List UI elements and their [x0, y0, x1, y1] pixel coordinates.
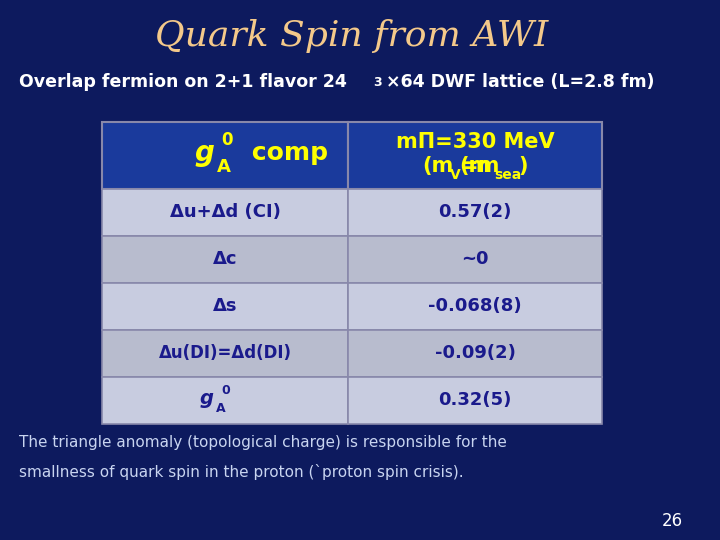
FancyBboxPatch shape — [348, 189, 602, 236]
FancyBboxPatch shape — [348, 377, 602, 424]
FancyBboxPatch shape — [348, 283, 602, 330]
Text: ): ) — [518, 156, 528, 176]
Text: 0: 0 — [222, 131, 233, 149]
Text: (m: (m — [422, 156, 454, 176]
Text: Overlap fermion on 2+1 flavor 24: Overlap fermion on 2+1 flavor 24 — [19, 73, 347, 91]
Text: comp: comp — [243, 140, 328, 165]
Text: sea: sea — [495, 168, 522, 181]
Text: g: g — [200, 389, 214, 408]
FancyBboxPatch shape — [348, 122, 602, 189]
Text: Δu+Δd (CI): Δu+Δd (CI) — [170, 204, 281, 221]
Text: A: A — [216, 402, 225, 415]
FancyBboxPatch shape — [102, 330, 348, 377]
Text: =m: =m — [461, 156, 500, 176]
FancyBboxPatch shape — [102, 189, 348, 236]
Text: Δc: Δc — [213, 251, 238, 268]
Text: g: g — [194, 139, 215, 166]
Text: -0.068(8): -0.068(8) — [428, 298, 522, 315]
Text: Δs: Δs — [213, 298, 238, 315]
Text: Quark Spin from AWI: Quark Spin from AWI — [156, 19, 549, 53]
Text: The triangle anomaly (topological charge) is responsible for the: The triangle anomaly (topological charge… — [19, 435, 507, 450]
FancyBboxPatch shape — [102, 377, 348, 424]
FancyBboxPatch shape — [348, 330, 602, 377]
FancyBboxPatch shape — [348, 236, 602, 283]
Text: 3: 3 — [373, 76, 382, 89]
FancyBboxPatch shape — [102, 122, 348, 189]
Text: -0.09(2): -0.09(2) — [435, 345, 516, 362]
Text: ~0: ~0 — [462, 251, 489, 268]
Text: ×64 DWF lattice (L=2.8 fm): ×64 DWF lattice (L=2.8 fm) — [386, 73, 654, 91]
Text: 0: 0 — [222, 384, 230, 397]
Text: smallness of quark spin in the proton (`proton spin crisis).: smallness of quark spin in the proton (`… — [19, 464, 464, 481]
Text: (m: (m — [459, 156, 490, 176]
Text: Δu(DI)=Δd(DI): Δu(DI)=Δd(DI) — [158, 345, 292, 362]
Text: 0.32(5): 0.32(5) — [438, 392, 512, 409]
Text: 26: 26 — [662, 512, 683, 530]
FancyBboxPatch shape — [102, 283, 348, 330]
Text: mΠ=330 MeV: mΠ=330 MeV — [396, 132, 554, 152]
Text: V: V — [451, 168, 461, 181]
Text: 0.57(2): 0.57(2) — [438, 204, 512, 221]
FancyBboxPatch shape — [102, 236, 348, 283]
Text: A: A — [217, 158, 230, 176]
